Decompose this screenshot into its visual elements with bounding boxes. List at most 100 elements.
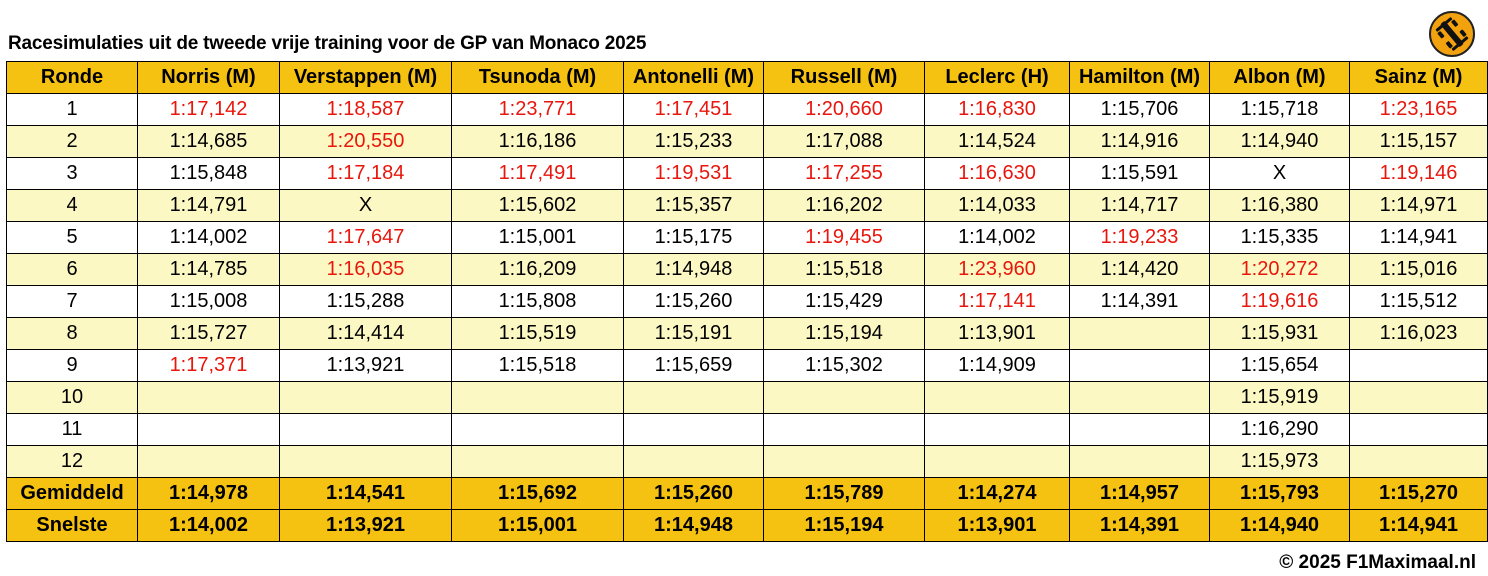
lap-time-cell	[1349, 445, 1488, 478]
lap-number: 6	[6, 253, 138, 286]
lap-time-cell: 1:15,191	[623, 317, 764, 350]
summary-label: Snelste	[6, 509, 138, 542]
column-header: Hamilton (M)	[1069, 61, 1210, 94]
lap-time-cell: 1:19,616	[1209, 285, 1350, 318]
lap-time-cell: 1:15,008	[137, 285, 280, 318]
lap-time-cell: 1:15,919	[1209, 381, 1350, 414]
lap-time-cell: 1:14,002	[137, 221, 280, 254]
lap-time-cell: 1:14,414	[279, 317, 452, 350]
lap-time-cell: 1:16,380	[1209, 189, 1350, 222]
lap-time-cell	[451, 381, 624, 414]
lap-time-cell: 1:19,146	[1349, 157, 1488, 190]
lap-number: 8	[6, 317, 138, 350]
lap-time-cell: 1:14,948	[623, 253, 764, 286]
lap-time-cell: 1:16,290	[1209, 413, 1350, 446]
table-row: 1 1:17,142 1:18,587 1:23,771 1:17,451 1:20,66…	[6, 93, 1488, 126]
table-row: 9 1:17,371 1:13,921 1:15,518 1:15,659 1:15,30…	[6, 349, 1488, 382]
summary-value: 1:14,274	[924, 477, 1070, 510]
summary-value: 1:14,978	[137, 477, 280, 510]
copyright-footer: © 2025 F1Maximaal.nl	[1279, 552, 1476, 573]
summary-value: 1:14,941	[1349, 509, 1488, 542]
lap-time-cell: 1:13,921	[279, 349, 452, 382]
lap-time-cell: 1:15,233	[623, 125, 764, 158]
race-simulation-table: Ronde Norris (M) Verstappen (M) Tsunoda (M)…	[6, 61, 1488, 542]
lap-number: 11	[6, 413, 138, 446]
summary-value: 1:14,002	[137, 509, 280, 542]
lap-time-cell: 1:15,519	[451, 317, 624, 350]
lap-time-cell: 1:20,550	[279, 125, 452, 158]
table-row: 7 1:15,008 1:15,288 1:15,808 1:15,260 1:15,42…	[6, 285, 1488, 318]
summary-value: 1:15,001	[451, 509, 624, 542]
f1-car-icon	[1429, 11, 1475, 57]
lap-time-cell	[623, 413, 764, 446]
lap-time-cell: X	[279, 189, 452, 222]
lap-time-cell: 1:15,001	[451, 221, 624, 254]
lap-time-cell: 1:15,518	[451, 349, 624, 382]
lap-time-cell: 1:15,512	[1349, 285, 1488, 318]
lap-time-cell	[279, 413, 452, 446]
table-row: 8 1:15,727 1:14,414 1:15,519 1:15,191 1:15,19…	[6, 317, 1488, 350]
lap-time-cell: 1:20,272	[1209, 253, 1350, 286]
lap-time-cell	[1069, 381, 1210, 414]
table-row: 2 1:14,685 1:20,550 1:16,186 1:15,233 1:17,08…	[6, 125, 1488, 158]
lap-time-cell: 1:15,718	[1209, 93, 1350, 126]
summary-value: 1:14,541	[279, 477, 452, 510]
table-row: 6 1:14,785 1:16,035 1:16,209 1:14,948 1:15,51…	[6, 253, 1488, 286]
table-row: 11 1:16,290	[6, 413, 1488, 446]
lap-time-cell: 1:17,371	[137, 349, 280, 382]
lap-time-cell: 1:17,141	[924, 285, 1070, 318]
summary-value: 1:15,692	[451, 477, 624, 510]
lap-time-cell: 1:15,973	[1209, 445, 1350, 478]
lap-time-cell	[623, 445, 764, 478]
lap-time-cell: X	[1209, 157, 1350, 190]
column-header: Ronde	[6, 61, 138, 94]
lap-time-cell: 1:14,391	[1069, 285, 1210, 318]
lap-time-cell: 1:14,717	[1069, 189, 1210, 222]
lap-time-cell: 1:14,685	[137, 125, 280, 158]
lap-time-cell	[623, 381, 764, 414]
lap-time-cell: 1:15,357	[623, 189, 764, 222]
lap-time-cell	[1349, 381, 1488, 414]
column-header: Antonelli (M)	[623, 61, 764, 94]
lap-time-cell: 1:15,288	[279, 285, 452, 318]
summary-value: 1:14,957	[1069, 477, 1210, 510]
lap-time-cell: 1:15,591	[1069, 157, 1210, 190]
lap-time-cell	[763, 413, 925, 446]
column-header: Albon (M)	[1209, 61, 1350, 94]
lap-time-cell: 1:15,659	[623, 349, 764, 382]
lap-time-cell: 1:23,165	[1349, 93, 1488, 126]
lap-time-cell: 1:14,785	[137, 253, 280, 286]
lap-time-cell	[279, 381, 452, 414]
lap-time-cell: 1:14,916	[1069, 125, 1210, 158]
table-body: 1 1:17,142 1:18,587 1:23,771 1:17,451 1:20,66…	[6, 93, 1488, 542]
lap-time-cell: 1:17,088	[763, 125, 925, 158]
column-header: Verstappen (M)	[279, 61, 452, 94]
lap-time-cell: 1:19,455	[763, 221, 925, 254]
summary-value: 1:14,940	[1209, 509, 1350, 542]
lap-time-cell	[451, 413, 624, 446]
lap-time-cell: 1:17,491	[451, 157, 624, 190]
lap-time-cell: 1:13,901	[924, 317, 1070, 350]
lap-time-cell: 1:17,255	[763, 157, 925, 190]
lap-time-cell: 1:15,016	[1349, 253, 1488, 286]
lap-time-cell	[763, 381, 925, 414]
table-row: 3 1:15,848 1:17,184 1:17,491 1:19,531 1:17,25…	[6, 157, 1488, 190]
lap-time-cell	[1349, 349, 1488, 382]
lap-time-cell: 1:15,706	[1069, 93, 1210, 126]
lap-time-cell	[924, 445, 1070, 478]
lap-time-cell: 1:19,233	[1069, 221, 1210, 254]
lap-time-cell: 1:14,940	[1209, 125, 1350, 158]
summary-value: 1:15,194	[763, 509, 925, 542]
lap-time-cell: 1:16,630	[924, 157, 1070, 190]
lap-time-cell	[1069, 413, 1210, 446]
lap-time-cell: 1:15,194	[763, 317, 925, 350]
lap-time-cell: 1:15,808	[451, 285, 624, 318]
column-header: Leclerc (H)	[924, 61, 1070, 94]
lap-time-cell: 1:14,033	[924, 189, 1070, 222]
lap-number: 12	[6, 445, 138, 478]
lap-number: 9	[6, 349, 138, 382]
lap-time-cell	[763, 445, 925, 478]
lap-time-cell: 1:15,931	[1209, 317, 1350, 350]
lap-time-cell: 1:16,186	[451, 125, 624, 158]
lap-time-cell: 1:15,654	[1209, 349, 1350, 382]
